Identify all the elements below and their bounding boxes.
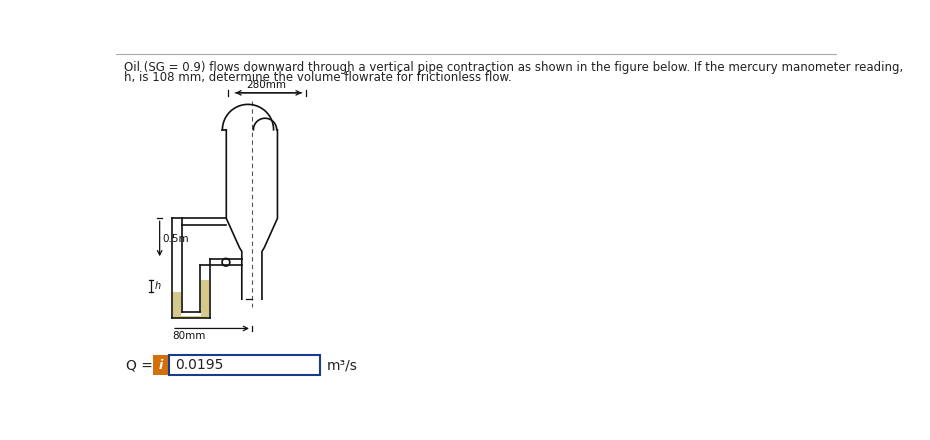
Text: 280mm: 280mm [246, 80, 286, 90]
Text: Q =: Q = [126, 359, 153, 372]
Text: 0.0195: 0.0195 [175, 359, 223, 372]
Text: i: i [159, 359, 164, 372]
Text: 80mm: 80mm [172, 331, 206, 341]
FancyBboxPatch shape [169, 356, 320, 375]
Text: h: h [154, 281, 160, 291]
FancyBboxPatch shape [153, 356, 169, 375]
Text: m³/s: m³/s [326, 359, 357, 372]
Text: 0.5m: 0.5m [163, 234, 190, 244]
Polygon shape [173, 280, 209, 319]
Text: Oil (SG = 0.9) flows downward through a vertical pipe contraction as shown in th: Oil (SG = 0.9) flows downward through a … [124, 60, 903, 73]
Text: h, is 108 mm, determine the volume flowrate for frictionless flow.: h, is 108 mm, determine the volume flowr… [124, 70, 512, 84]
